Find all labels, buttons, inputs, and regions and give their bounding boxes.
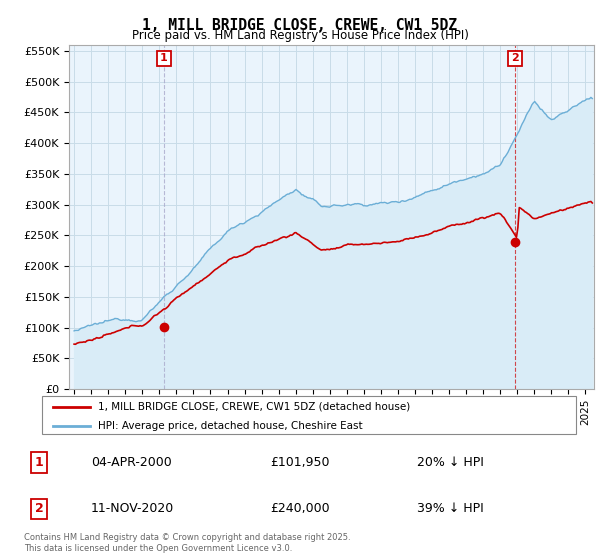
- Text: £240,000: £240,000: [270, 502, 330, 515]
- Text: Price paid vs. HM Land Registry's House Price Index (HPI): Price paid vs. HM Land Registry's House …: [131, 29, 469, 42]
- Text: £101,950: £101,950: [270, 456, 330, 469]
- Text: 1: 1: [35, 456, 43, 469]
- Text: 1: 1: [160, 53, 168, 63]
- Text: 04-APR-2000: 04-APR-2000: [92, 456, 172, 469]
- Text: 2: 2: [511, 53, 519, 63]
- Text: Contains HM Land Registry data © Crown copyright and database right 2025.
This d: Contains HM Land Registry data © Crown c…: [24, 533, 350, 553]
- Text: 1, MILL BRIDGE CLOSE, CREWE, CW1 5DZ (detached house): 1, MILL BRIDGE CLOSE, CREWE, CW1 5DZ (de…: [98, 402, 410, 412]
- Text: 2: 2: [35, 502, 43, 515]
- Text: HPI: Average price, detached house, Cheshire East: HPI: Average price, detached house, Ches…: [98, 421, 362, 431]
- FancyBboxPatch shape: [42, 396, 576, 434]
- Text: 1, MILL BRIDGE CLOSE, CREWE, CW1 5DZ: 1, MILL BRIDGE CLOSE, CREWE, CW1 5DZ: [143, 18, 458, 33]
- Text: 11-NOV-2020: 11-NOV-2020: [91, 502, 173, 515]
- Text: 39% ↓ HPI: 39% ↓ HPI: [416, 502, 484, 515]
- Text: 20% ↓ HPI: 20% ↓ HPI: [416, 456, 484, 469]
